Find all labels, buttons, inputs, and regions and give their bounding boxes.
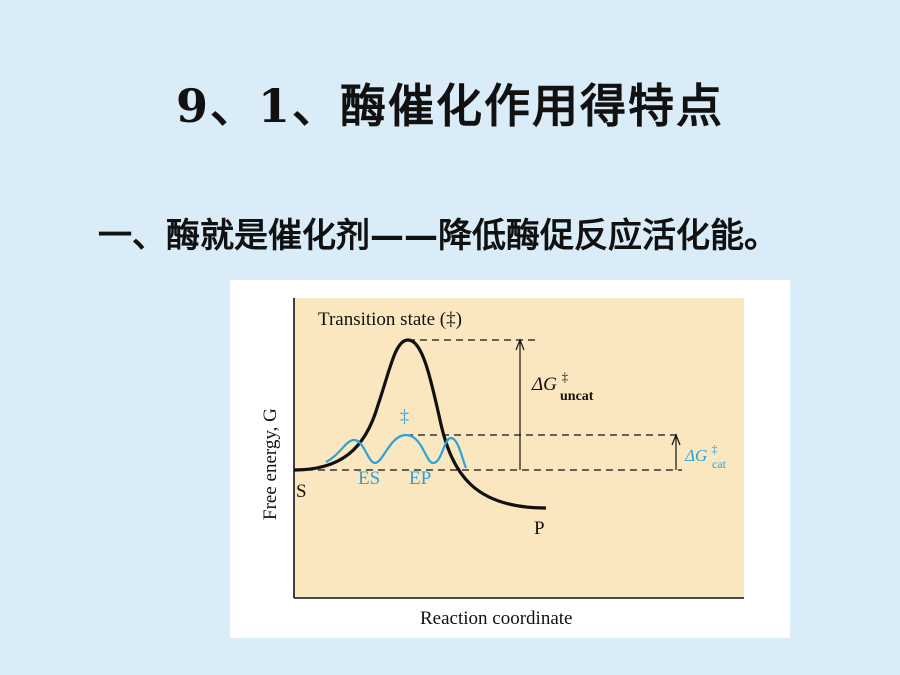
delta-g-cat-label: ΔG ‡ cat (684, 438, 727, 471)
delta-g-cat-sup: ‡ (712, 442, 718, 456)
delta-g-uncat-label: ΔG ‡ uncat (531, 365, 594, 404)
x-axis-label: Reaction coordinate (420, 608, 572, 629)
delta-g-uncat-symbol: ΔG (531, 374, 557, 395)
slide-subtitle: 一、酶就是催化剂——降低酶促反应活化能。 (98, 216, 778, 256)
y-axis-label: Free energy, G (260, 408, 281, 520)
transition-state-label: Transition state (‡) (318, 309, 462, 330)
energy-diagram-panel: Transition state (‡) ‡ ES EP S P Reactio… (230, 280, 790, 638)
delta-g-cat-symbol: ΔG (684, 446, 707, 465)
delta-g-uncat-sub: uncat (560, 389, 594, 404)
catalyzed-ts-mark: ‡ (400, 406, 409, 426)
substrate-label: S (296, 481, 307, 502)
slide-title: 9、1、酶催化作用得特点 (175, 79, 724, 133)
catalyzed-curve (325, 433, 468, 469)
energy-diagram: Transition state (‡) ‡ ES EP S P Reactio… (260, 298, 744, 629)
plot-area (294, 298, 744, 598)
uncatalyzed-curve (293, 338, 547, 510)
delta-g-cat-sub: cat (712, 457, 727, 471)
delta-g-cat-arrowhead (671, 433, 681, 446)
delta-g-uncat-sup: ‡ (562, 369, 569, 384)
delta-g-uncat-arrowhead (515, 338, 525, 351)
ep-label: EP (409, 468, 431, 489)
product-label: P (534, 518, 545, 539)
es-label: ES (358, 468, 380, 489)
